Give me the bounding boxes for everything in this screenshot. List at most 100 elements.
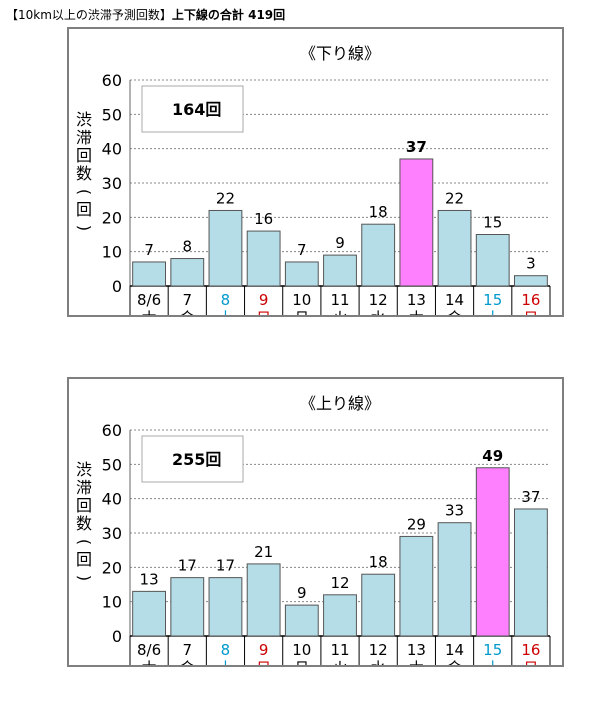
data-label: 17 <box>216 557 235 575</box>
weekday-label: 木 <box>409 309 424 315</box>
data-label: 12 <box>330 574 349 592</box>
data-label: 13 <box>140 570 159 588</box>
total-label: 255回 <box>172 450 221 469</box>
y-tick-label: 10 <box>102 243 122 262</box>
weekday-label: 木 <box>409 659 424 665</box>
y-axis-label-char: 渋 <box>76 110 92 129</box>
bar <box>513 275 548 287</box>
y-tick-label: 20 <box>102 208 122 227</box>
y-tick-label: 0 <box>112 277 122 296</box>
weekday-label: 金 <box>180 309 195 315</box>
data-label: 16 <box>254 210 273 228</box>
weekday-label: 土 <box>218 659 233 665</box>
bar <box>284 604 319 637</box>
y-tick-label: 50 <box>102 105 122 124</box>
x-tick-label: 7 <box>182 291 192 309</box>
bar <box>208 209 243 287</box>
chart-panel-outbound: 《下り線》 0 10 20 30 40 50 60 渋滞回数 (回) 164回 7 8 22 16 7 9 18 3… <box>67 27 564 317</box>
bar <box>323 594 357 637</box>
y-axis-label-char: ) <box>75 225 94 231</box>
bar <box>475 234 510 287</box>
data-label: 21 <box>254 543 273 561</box>
total-box <box>141 435 244 483</box>
bar <box>246 230 281 287</box>
weekday-label: 火 <box>332 309 347 315</box>
y-axis-label-char: 滞 <box>76 478 92 497</box>
data-label: 15 <box>483 214 502 232</box>
x-tick-label: 12 <box>369 291 388 309</box>
weekday-label: 日 <box>523 659 538 665</box>
data-label: 7 <box>144 241 154 259</box>
bar <box>399 158 434 287</box>
weekday-label: 土 <box>485 309 500 315</box>
x-tick-label: 14 <box>445 291 464 309</box>
y-axis-label-char: 回 <box>76 496 92 515</box>
x-tick-label: 13 <box>407 291 426 309</box>
bar <box>208 577 243 637</box>
x-tick-label: 8 <box>221 291 231 309</box>
weekday-label: 金 <box>447 309 462 315</box>
bar <box>284 261 319 287</box>
y-tick-label: 50 <box>102 455 122 474</box>
weekday-label: 土 <box>485 659 500 665</box>
bar <box>170 577 205 637</box>
x-tick-label: 9 <box>259 641 269 659</box>
weekday-label: 木 <box>142 309 157 315</box>
x-tick-label: 11 <box>330 641 349 659</box>
weekday-label: 日 <box>523 309 538 315</box>
bar <box>437 209 472 287</box>
x-tick-label: 10 <box>292 291 311 309</box>
bar <box>170 258 205 287</box>
chart-title: 《下り線》 <box>300 44 380 63</box>
y-axis-label-char: 回 <box>76 550 92 569</box>
y-tick-label: 40 <box>102 140 122 159</box>
y-tick-label: 60 <box>102 421 122 440</box>
weekday-label: 木 <box>142 659 157 665</box>
bar <box>513 508 548 637</box>
weekday-label: 日 <box>256 659 271 665</box>
x-tick-label: 8 <box>221 641 231 659</box>
data-label: 9 <box>297 584 307 602</box>
data-label: 17 <box>178 557 197 575</box>
weekday-label: 土 <box>218 309 233 315</box>
weekday-label: 水 <box>371 309 386 315</box>
x-tick-label: 10 <box>292 641 311 659</box>
weekday-label: 金 <box>180 659 195 665</box>
weekday-label: 金 <box>447 659 462 665</box>
page-header: 【10km以上の渋滞予測回数】上下線の合計 419回 <box>6 6 285 23</box>
x-tick-label: 9 <box>259 291 269 309</box>
weekday-label: 水 <box>371 659 386 665</box>
data-label: 18 <box>369 553 388 571</box>
total-box <box>141 85 244 133</box>
y-axis-label-char: ) <box>75 575 94 581</box>
weekday-label: 月 <box>294 659 309 665</box>
y-axis-label-char: 滞 <box>76 128 92 147</box>
weekday-label: 日 <box>256 309 271 315</box>
bar <box>361 573 396 637</box>
bar <box>399 535 434 637</box>
y-axis-label-char: 回 <box>76 146 92 165</box>
y-axis-label-char: ( <box>75 189 94 195</box>
data-label: 22 <box>445 189 464 207</box>
header-total: 上下線の合計 419回 <box>171 8 286 22</box>
total-label: 164回 <box>172 100 221 119</box>
x-tick-label: 8/6 <box>137 291 161 309</box>
bar <box>246 563 281 637</box>
x-tick-label: 16 <box>521 641 540 659</box>
x-tick-label: 15 <box>483 291 502 309</box>
bar <box>132 590 167 637</box>
y-axis-label-char: 渋 <box>76 460 92 479</box>
y-axis-label-char: 回 <box>76 200 92 219</box>
data-label: 33 <box>445 502 464 520</box>
y-tick-label: 20 <box>102 558 122 577</box>
y-tick-label: 60 <box>102 71 122 90</box>
y-tick-label: 40 <box>102 490 122 509</box>
data-label: 37 <box>406 138 427 156</box>
y-tick-label: 30 <box>102 524 122 543</box>
y-tick-label: 10 <box>102 593 122 612</box>
data-label: 18 <box>369 203 388 221</box>
x-tick-label: 13 <box>407 641 426 659</box>
header-title: 【10km以上の渋滞予測回数】 <box>6 8 172 22</box>
data-label: 37 <box>521 488 540 506</box>
